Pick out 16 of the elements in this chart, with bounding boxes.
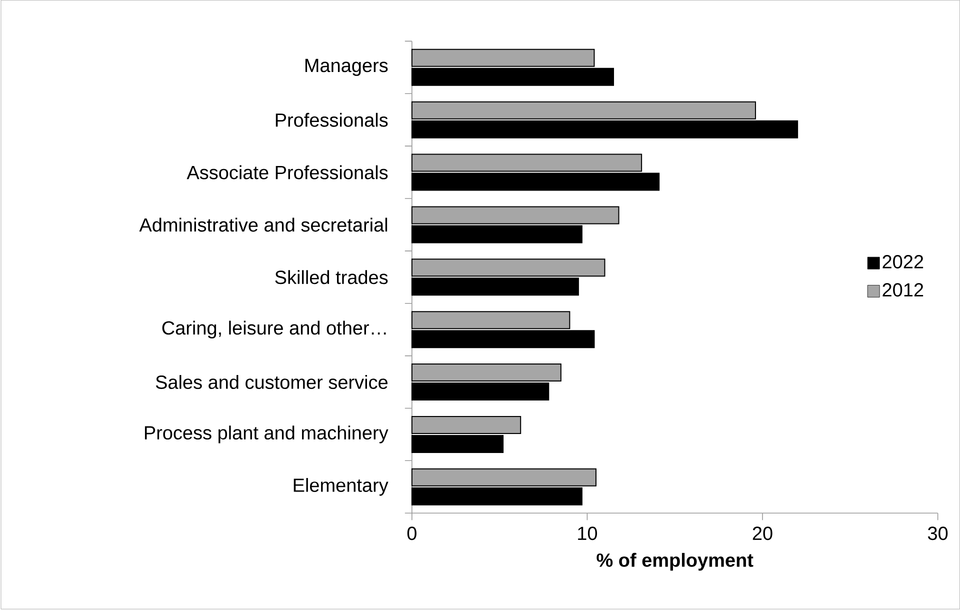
y-tick-label: Administrative and secretarial: [139, 218, 388, 232]
y-tick-label: Sales and customer service: [156, 375, 388, 389]
x-tick-label: 0: [407, 526, 416, 540]
x-tick-label: 20: [752, 526, 772, 540]
y-tick-label: Skilled trades: [275, 270, 388, 284]
y-tick-label: Associate Professionals: [186, 165, 388, 180]
y-tick-label: Managers: [305, 58, 388, 76]
y-tick-label: Caring, leisure and other…: [162, 320, 386, 338]
x-tick-label: 30: [928, 526, 948, 540]
legend-label: 2012: [882, 283, 924, 297]
y-tick-label: Professionals: [276, 112, 388, 127]
y-tick-label: Process plant and machinery: [144, 426, 388, 444]
legend-label: 2022: [882, 255, 924, 268]
x-axis-title: % of employment: [596, 552, 754, 571]
x-tick-label: 10: [578, 526, 598, 540]
y-tick-label: Elementary: [294, 478, 388, 496]
